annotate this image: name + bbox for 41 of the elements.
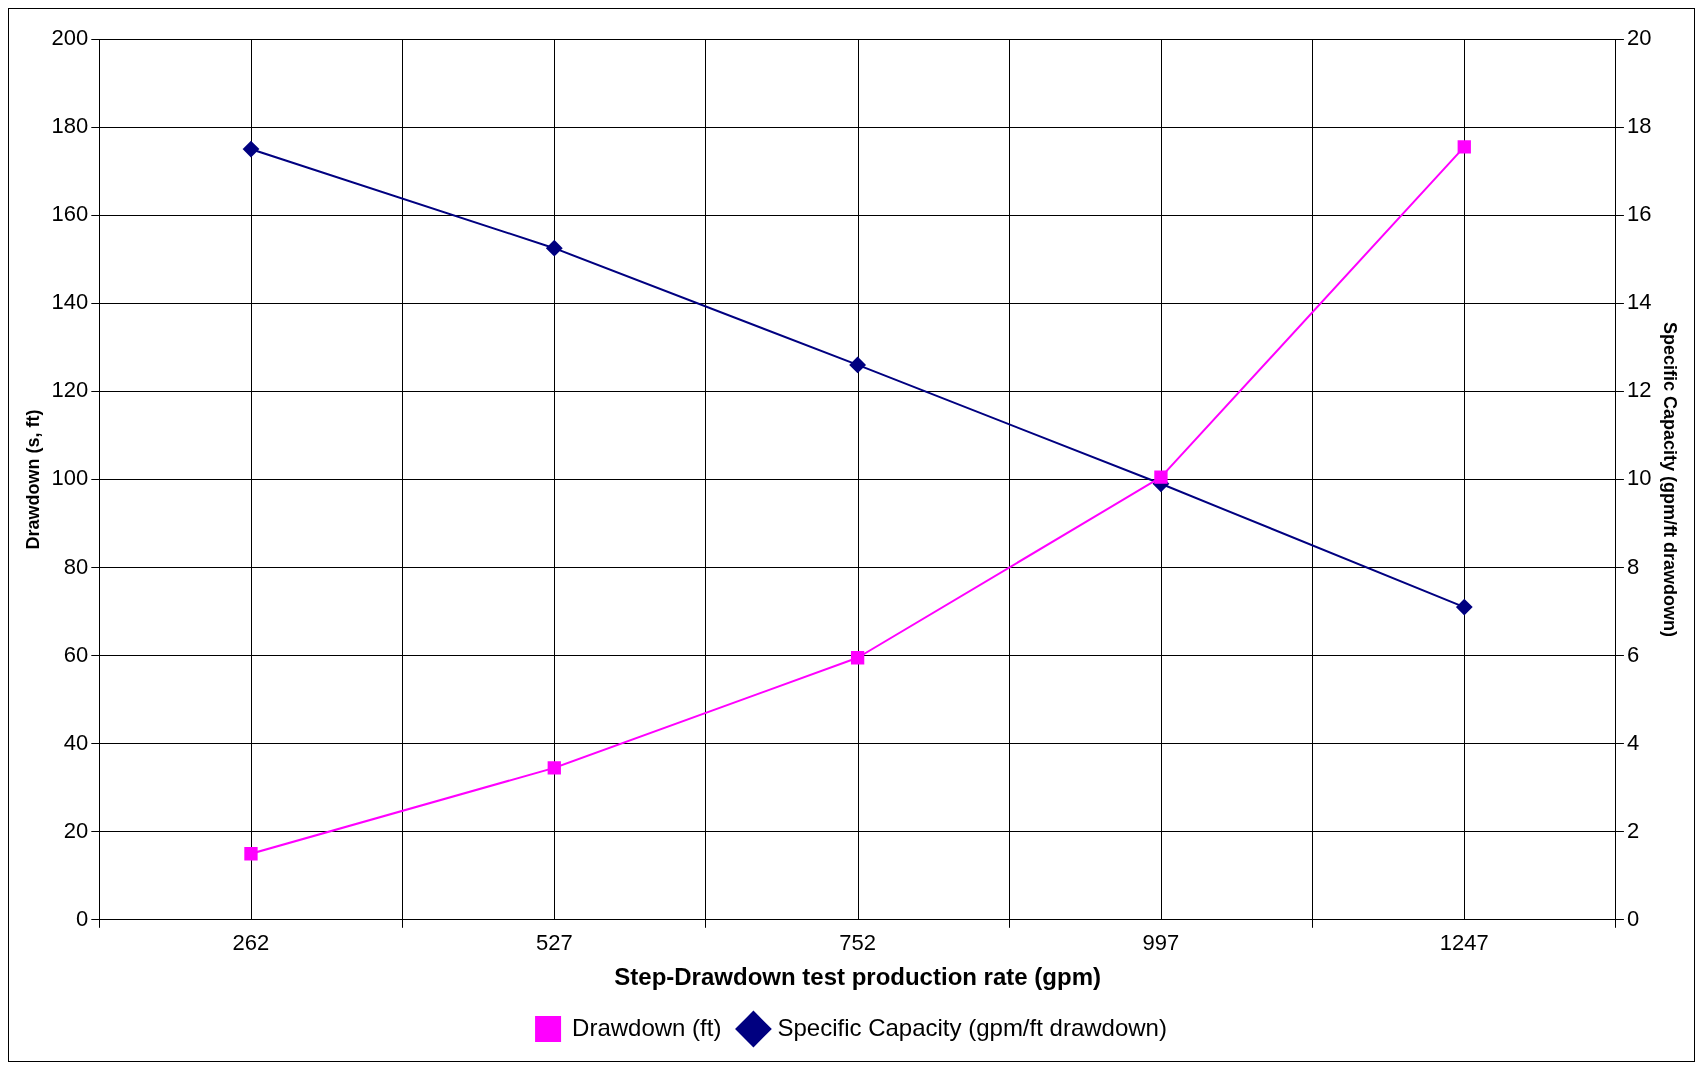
legend-label: Specific Capacity (gpm/ft drawdown) bbox=[777, 1013, 1167, 1041]
y2-tick-label: 10 bbox=[1626, 465, 1652, 491]
y2-tick-label: 0 bbox=[1626, 905, 1640, 931]
y2-tick-label: 20 bbox=[1626, 25, 1652, 51]
y2-tick-label: 14 bbox=[1626, 289, 1652, 315]
y2-axis-title: Specific Capacity (gpm/ft drawdown) bbox=[1660, 321, 1681, 637]
point bbox=[1456, 599, 1473, 616]
y-tick-label: 80 bbox=[63, 553, 89, 579]
x-tick-label: 997 bbox=[1142, 930, 1180, 956]
point bbox=[547, 761, 561, 775]
y-axis-title: Drawdown (s, ft) bbox=[22, 409, 43, 550]
y2-tick-label: 4 bbox=[1626, 729, 1640, 755]
y-tick-label: 0 bbox=[76, 905, 89, 931]
y-tick-label: 40 bbox=[63, 729, 89, 755]
x-tick-label: 262 bbox=[232, 930, 270, 956]
y-tick-label: 140 bbox=[51, 289, 89, 315]
point bbox=[546, 240, 563, 257]
x-tick-label: 752 bbox=[839, 930, 876, 956]
y2-tick-label: 8 bbox=[1626, 553, 1640, 579]
point bbox=[1457, 140, 1471, 154]
point bbox=[1154, 470, 1168, 484]
y-tick-label: 100 bbox=[51, 465, 89, 491]
y-tick-label: 120 bbox=[51, 377, 89, 403]
y2-tick-label: 6 bbox=[1626, 641, 1640, 667]
y-tick-label: 160 bbox=[51, 201, 89, 227]
point bbox=[850, 651, 865, 665]
y-tick-label: 60 bbox=[63, 641, 89, 667]
x-tick-label: 527 bbox=[535, 930, 573, 956]
legend-label: Drawdown (ft) bbox=[572, 1013, 722, 1041]
y2-tick-label: 2 bbox=[1626, 817, 1640, 843]
y-tick-label: 180 bbox=[51, 113, 89, 139]
y2-tick-label: 16 bbox=[1626, 201, 1652, 227]
x-axis-title: Step-Drawdown test production rate (gpm) bbox=[614, 963, 1101, 991]
point bbox=[244, 847, 258, 861]
y2-tick-label: 18 bbox=[1626, 113, 1652, 139]
y2-tick-label: 12 bbox=[1626, 377, 1652, 403]
y-tick-label: 20 bbox=[63, 817, 89, 843]
x-tick-label: 1247 bbox=[1439, 930, 1489, 956]
point bbox=[849, 356, 866, 373]
y-tick-label: 200 bbox=[51, 25, 89, 51]
point bbox=[242, 141, 259, 158]
